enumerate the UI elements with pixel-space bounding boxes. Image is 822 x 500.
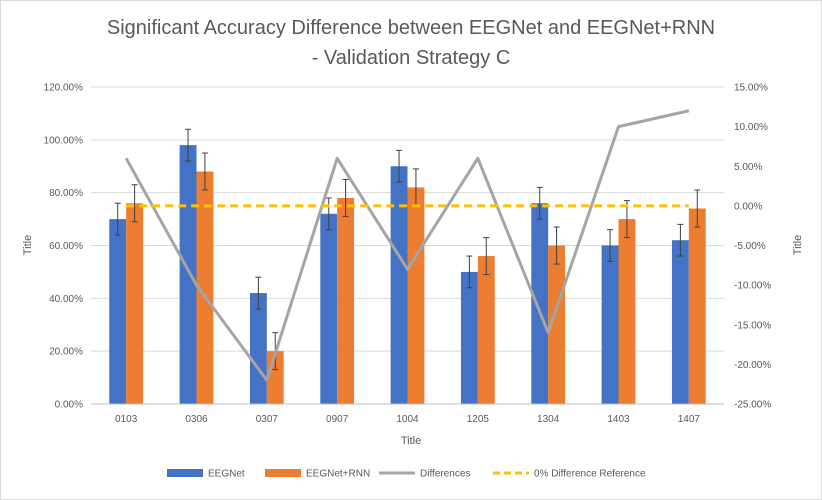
y-axis-right-title: Title	[792, 235, 804, 255]
x-tick-label: 0907	[326, 414, 349, 425]
x-tick-label: 1304	[537, 414, 560, 425]
x-tick-label: 0306	[185, 414, 208, 425]
y-axis-left-title: Title	[22, 235, 34, 255]
chart-title-line2: - Validation Strategy C	[312, 47, 511, 69]
bars	[109, 128, 706, 404]
legend-label: EEGNet	[208, 469, 245, 480]
y-right-tick-label: -10.00%	[734, 281, 771, 292]
lines	[124, 109, 690, 382]
legend-swatch	[265, 469, 301, 477]
x-tick-label: 0307	[256, 414, 279, 425]
legend-item: Differences	[379, 469, 470, 480]
bar	[196, 171, 214, 404]
y-right-tick-label: -25.00%	[734, 400, 771, 411]
x-tick-label: 1205	[467, 414, 490, 425]
legend-label: 0% Difference Reference	[534, 469, 646, 480]
bar	[126, 203, 144, 404]
y-left-tick-label: 80.00%	[49, 188, 83, 199]
legend-item: EEGNet	[167, 469, 245, 480]
legend: EEGNet EEGNet+RNN Differences 0% Difference…	[167, 469, 646, 480]
bar	[109, 219, 127, 404]
x-tick-label: 0103	[115, 414, 138, 425]
bar	[548, 245, 566, 404]
y-right-tick-label: -5.00%	[734, 241, 766, 252]
y-right-tick-label: 10.00%	[734, 122, 768, 133]
y-left-tick-label: 0.00%	[55, 400, 83, 411]
legend-item: 0% Difference Reference	[493, 469, 646, 480]
y-left-tick-label: 60.00%	[49, 241, 83, 252]
bar	[320, 213, 338, 404]
x-tick-label: 1403	[607, 414, 630, 425]
x-tick-label: 1004	[396, 414, 419, 425]
bar	[390, 166, 408, 404]
bar	[531, 203, 549, 404]
bar	[460, 271, 478, 404]
differences-line	[124, 109, 690, 382]
y-left-tick-label: 100.00%	[44, 135, 84, 146]
legend-label: EEGNet+RNN	[306, 469, 370, 480]
y-right-tick-label: 15.00%	[734, 83, 768, 94]
x-axis-title: Title	[401, 435, 421, 447]
y-left-tick-label: 120.00%	[44, 83, 84, 94]
bar	[688, 208, 706, 404]
legend-swatch	[167, 469, 203, 477]
bar	[407, 187, 425, 404]
bar	[618, 219, 636, 404]
axes: 0.00% 20.00% 40.00% 60.00% 80.00% 100.00% 120.…	[44, 83, 772, 426]
y-left-tick-label: 40.00%	[49, 294, 83, 305]
bar	[601, 245, 619, 404]
y-right-tick-label: 0.00%	[734, 201, 762, 212]
y-right-tick-label: 5.00%	[734, 162, 762, 173]
legend-label: Differences	[420, 469, 470, 480]
x-tick-label: 1407	[678, 414, 701, 425]
legend-item: EEGNet+RNN	[265, 469, 370, 480]
bar	[179, 145, 197, 404]
y-right-tick-label: -20.00%	[734, 360, 771, 371]
bar	[671, 240, 689, 404]
y-right-tick-label: -15.00%	[734, 320, 771, 331]
bar	[249, 293, 267, 404]
chart-title-line1: Significant Accuracy Difference between …	[107, 17, 715, 39]
y-left-tick-label: 20.00%	[49, 347, 83, 358]
bar	[337, 197, 355, 404]
bar	[477, 256, 495, 404]
